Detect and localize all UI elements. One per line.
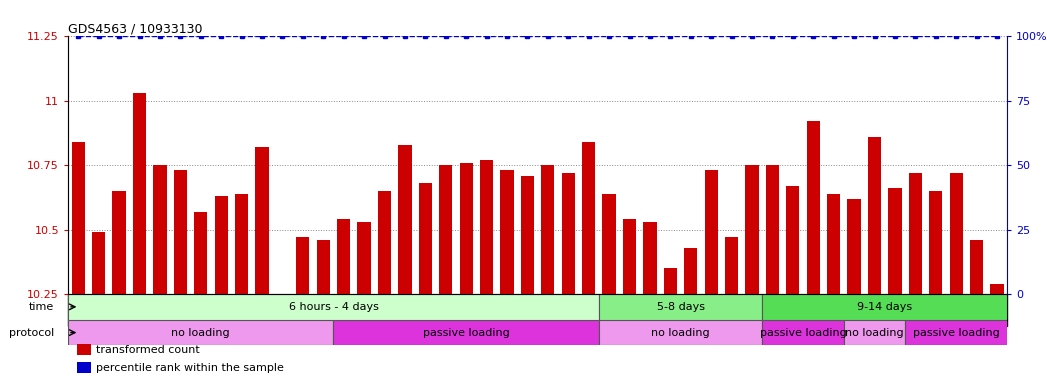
Bar (827, 194, 841, 294)
Bar (929, 191, 942, 294)
Bar (378, 191, 392, 294)
Bar (745, 165, 759, 294)
Bar (970, 240, 983, 294)
Text: protocol: protocol (8, 328, 54, 338)
Text: time: time (28, 302, 54, 312)
Bar (68, 294, 599, 320)
Bar (174, 170, 187, 294)
Bar (92, 232, 106, 294)
Bar (623, 219, 637, 294)
Bar (71, 142, 85, 294)
Text: 5-8 days: 5-8 days (656, 302, 705, 312)
Text: passive loading: passive loading (913, 328, 1000, 338)
Bar (599, 294, 762, 320)
Bar (868, 137, 882, 294)
Bar (950, 173, 963, 294)
Bar (235, 194, 248, 294)
Bar (561, 173, 575, 294)
Bar (599, 320, 762, 346)
Bar (112, 191, 126, 294)
Bar (786, 186, 800, 294)
Bar (990, 284, 1004, 294)
Bar (705, 170, 718, 294)
Bar (844, 320, 905, 346)
Bar (153, 165, 166, 294)
Bar (664, 268, 677, 294)
Text: 6 hours - 4 days: 6 hours - 4 days (289, 302, 378, 312)
Bar (762, 320, 844, 346)
Bar (765, 165, 779, 294)
Bar (357, 222, 371, 294)
Bar (684, 248, 697, 294)
Text: passive loading: passive loading (423, 328, 510, 338)
Bar (762, 294, 1007, 320)
Bar (419, 183, 432, 294)
Bar (725, 237, 738, 294)
Bar (520, 175, 534, 294)
Bar (480, 160, 493, 294)
Bar (643, 222, 656, 294)
Text: no loading: no loading (172, 328, 230, 338)
Bar (77, 344, 91, 355)
Bar (296, 237, 310, 294)
Bar (333, 320, 599, 346)
Text: no loading: no loading (845, 328, 904, 338)
Bar (255, 147, 269, 294)
Text: 9-14 days: 9-14 days (857, 302, 912, 312)
Bar (847, 199, 861, 294)
Bar (582, 142, 596, 294)
Text: no loading: no loading (651, 328, 710, 338)
Bar (194, 212, 207, 294)
Text: transformed count: transformed count (96, 345, 200, 355)
Bar (806, 121, 820, 294)
Bar (909, 173, 922, 294)
Text: passive loading: passive loading (760, 328, 846, 338)
Bar (316, 240, 330, 294)
Bar (398, 145, 411, 294)
Bar (133, 93, 147, 294)
Text: percentile rank within the sample: percentile rank within the sample (96, 363, 284, 373)
Bar (77, 362, 91, 373)
Text: GDS4563 / 10933130: GDS4563 / 10933130 (68, 22, 202, 35)
Bar (888, 189, 901, 294)
Bar (602, 194, 616, 294)
Bar (215, 196, 228, 294)
Bar (460, 163, 473, 294)
Bar (905, 320, 1007, 346)
Bar (68, 320, 333, 346)
Bar (337, 219, 351, 294)
Bar (500, 170, 514, 294)
Bar (439, 165, 452, 294)
Bar (541, 165, 555, 294)
